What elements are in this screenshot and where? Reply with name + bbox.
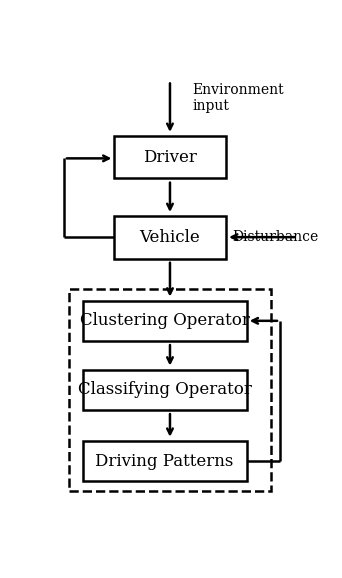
Text: Disturbance: Disturbance bbox=[232, 230, 318, 244]
Text: Clustering Operator: Clustering Operator bbox=[80, 312, 250, 329]
Text: Classifying Operator: Classifying Operator bbox=[78, 381, 252, 398]
Text: Environment
input: Environment input bbox=[193, 83, 284, 113]
Bar bbox=[82, 441, 247, 481]
Text: Vehicle: Vehicle bbox=[140, 229, 200, 246]
Bar bbox=[114, 136, 226, 179]
Bar bbox=[82, 370, 247, 410]
Bar bbox=[114, 216, 226, 258]
Text: Driving Patterns: Driving Patterns bbox=[95, 453, 234, 469]
Bar bbox=[82, 301, 247, 341]
Bar bbox=[69, 289, 271, 491]
Text: Driver: Driver bbox=[143, 149, 197, 166]
